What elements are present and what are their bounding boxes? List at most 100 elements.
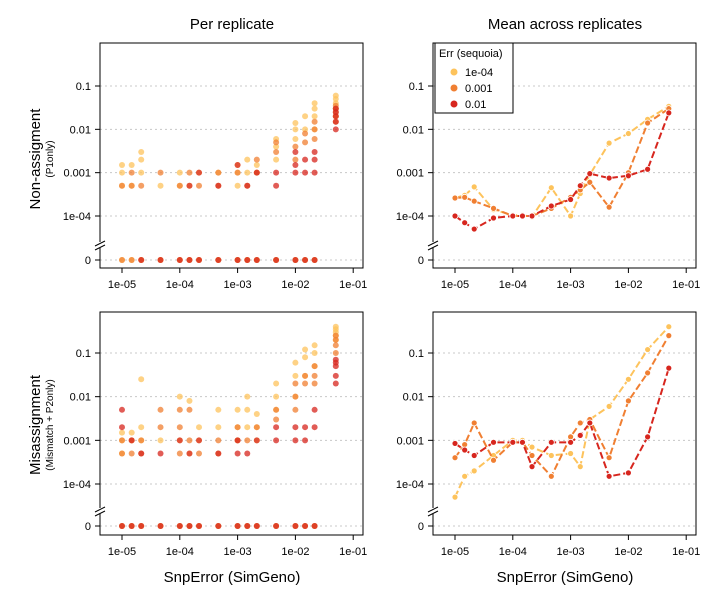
point-0.01: [196, 257, 203, 263]
point-0.01: [244, 523, 251, 529]
point-0.01: [186, 523, 193, 529]
point-0.01: [215, 182, 222, 189]
point-0.01: [253, 437, 260, 444]
series-line-1e-04: [454, 105, 670, 218]
plot-border: [99, 42, 364, 269]
point-0.01: [234, 523, 241, 529]
y-tick-label: 0.001: [396, 435, 424, 447]
point-0.001: [302, 139, 309, 146]
y-tick-label: 0.01: [403, 392, 424, 404]
point-0.01: [119, 424, 125, 431]
y-tick-label: 1e-04: [63, 479, 91, 491]
y-tick-label: 0: [418, 521, 424, 533]
point-0.001: [119, 257, 125, 263]
point-0.01: [273, 169, 280, 176]
point-1e-04: [253, 411, 260, 418]
x-tick-label: 1e-02: [281, 279, 309, 291]
point-1e-04: [332, 323, 339, 330]
series-line-0.01: [454, 112, 670, 231]
point-0.01: [273, 182, 280, 189]
point-0.01: [244, 450, 251, 457]
mean-point-0.01: [470, 225, 478, 233]
point-1e-04: [138, 376, 145, 383]
point-0.01: [311, 148, 318, 155]
point-1e-04: [157, 182, 164, 189]
mean-point-1e-04: [547, 452, 555, 459]
point-1e-04: [128, 429, 135, 436]
mean-point-1e-04: [567, 450, 574, 457]
axis-break-mark: [427, 510, 439, 517]
point-0.01: [128, 437, 135, 444]
x-tick-label: 1e-05: [441, 279, 469, 291]
point-0.001: [311, 363, 318, 370]
mean-point-0.001: [665, 332, 673, 340]
panel-row1-mean: 0 1e-04 0.001 0.01 0.1 1e-05 1e-04 1e-03 1e-02 1e…: [396, 311, 700, 558]
point-0.001: [157, 424, 164, 431]
y-tick-label: 0.001: [396, 168, 424, 180]
point-1e-04: [119, 169, 125, 176]
mean-point-1e-04: [461, 472, 469, 480]
mean-point-0.01: [490, 214, 497, 222]
point-1e-04: [138, 169, 145, 176]
point-1e-04: [302, 113, 309, 120]
point-1e-04: [215, 424, 222, 431]
x-tick-label: 1e-01: [339, 546, 367, 558]
point-1e-04: [302, 346, 309, 353]
point-0.01: [215, 523, 222, 529]
point-0.001: [176, 406, 183, 413]
mean-point-1e-04: [665, 323, 673, 331]
point-0.001: [157, 169, 164, 176]
point-0.01: [292, 257, 299, 263]
mean-point-0.01: [567, 438, 574, 446]
mean-point-0.01: [665, 109, 673, 117]
point-0.01: [176, 257, 183, 263]
point-0.01: [292, 424, 299, 431]
series-line-0.001: [454, 107, 670, 217]
x-tick-label: 1e-05: [108, 279, 136, 291]
mean-point-0.001: [451, 194, 459, 202]
x-tick-label: 1e-01: [672, 546, 700, 558]
point-1e-04: [292, 372, 299, 379]
point-0.01: [138, 523, 145, 529]
point-0.01: [119, 406, 125, 413]
point-1e-04: [244, 406, 251, 413]
axis-break-mark: [427, 244, 439, 251]
mean-point-1e-04: [605, 139, 613, 147]
mean-point-0.001: [605, 203, 613, 211]
point-0.01: [176, 437, 183, 444]
point-0.001: [196, 182, 203, 189]
xlabel-left: SnpError (SimGeno): [164, 569, 301, 586]
axis-break-mark: [94, 240, 106, 247]
point-0.001: [311, 118, 318, 125]
point-1e-04: [234, 406, 241, 413]
point-0.01: [302, 156, 309, 163]
axis-break-mark: [94, 510, 106, 517]
point-0.001: [332, 332, 339, 339]
y-tick-label: 0: [85, 521, 91, 533]
point-1e-04: [302, 354, 309, 361]
point-0.001: [292, 393, 299, 400]
point-0.001: [302, 130, 309, 137]
point-1e-04: [292, 120, 299, 127]
point-0.01: [332, 126, 339, 133]
mean-point-0.01: [461, 219, 469, 227]
column-title-per-replicate: Per replicate: [190, 16, 274, 33]
point-0.01: [138, 450, 145, 457]
mean-point-0.01: [567, 196, 574, 203]
y-tick-label: 0.1: [409, 348, 424, 360]
mean-point-0.001: [644, 119, 652, 127]
point-0.01: [302, 424, 309, 431]
ylabel-sub-nonassignment: (P1only): [45, 140, 56, 177]
x-tick-label: 1e-02: [281, 546, 309, 558]
point-0.001: [128, 257, 135, 263]
axis-break-mask: [94, 242, 106, 248]
x-tick-label: 1e-03: [557, 279, 585, 291]
point-1e-04: [244, 156, 251, 163]
point-1e-04: [273, 156, 280, 163]
point-1e-04: [138, 156, 145, 163]
point-0.001: [292, 406, 299, 413]
mean-point-0.001: [547, 472, 555, 480]
point-0.01: [244, 257, 251, 263]
x-tick-label: 1e-04: [166, 546, 194, 558]
point-0.001: [119, 437, 125, 444]
